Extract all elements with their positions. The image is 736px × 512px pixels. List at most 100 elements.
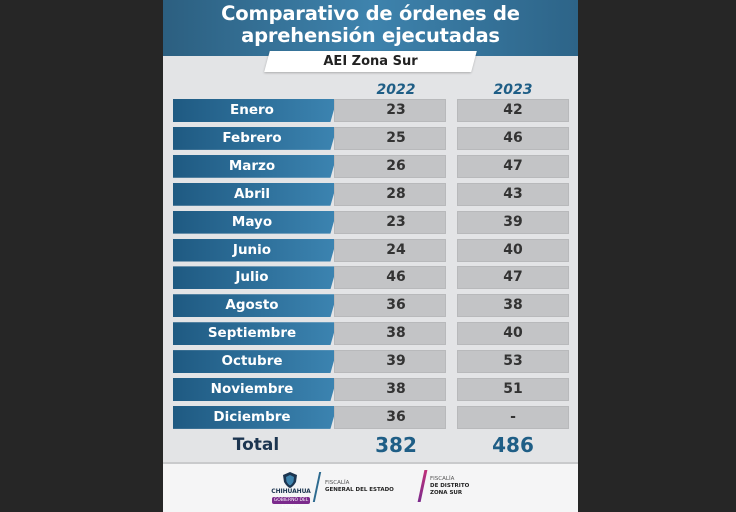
month-cell bbox=[173, 294, 337, 318]
value-cell-2023 bbox=[457, 294, 569, 318]
value-cell-2022 bbox=[334, 350, 446, 374]
value-2022: 39 bbox=[386, 353, 406, 370]
total-2023: 486 bbox=[492, 433, 534, 457]
value-2023: 40 bbox=[503, 241, 523, 258]
value-cell-2022 bbox=[334, 405, 446, 429]
month-cell bbox=[173, 210, 337, 234]
state-shield-icon bbox=[283, 472, 297, 488]
month-label: Septiembre bbox=[207, 325, 297, 342]
table-row: Enero 23 42 bbox=[163, 99, 578, 122]
month-cell bbox=[173, 405, 337, 429]
value-2022: 46 bbox=[386, 269, 406, 286]
chart-title: Comparativo de órdenes de aprehensión ej… bbox=[163, 3, 578, 47]
value-2023: 46 bbox=[503, 129, 523, 146]
value-2023: 53 bbox=[503, 353, 523, 370]
value-2022: 24 bbox=[386, 241, 406, 258]
footer-accent-divider bbox=[417, 470, 428, 502]
table-row: Marzo 26 47 bbox=[163, 154, 578, 178]
agency2-line1: FISCALÍA bbox=[430, 476, 455, 482]
value-2023: 40 bbox=[503, 325, 523, 342]
month-cell bbox=[173, 322, 337, 346]
month-label: Enero bbox=[230, 102, 274, 118]
table-row: Septiembre 38 40 bbox=[163, 322, 578, 346]
value-2022: 28 bbox=[386, 185, 406, 202]
value-cell-2023 bbox=[457, 238, 569, 262]
table-row: Agosto 36 38 bbox=[163, 294, 578, 318]
month-label: Febrero bbox=[222, 129, 282, 146]
total-label: Total bbox=[232, 435, 280, 455]
month-label: Mayo bbox=[231, 213, 273, 230]
title-line-2: aprehensión ejecutadas bbox=[241, 24, 500, 47]
header-banner: Comparativo de órdenes de aprehensión ej… bbox=[163, 0, 578, 56]
value-cell-2023 bbox=[457, 378, 569, 401]
value-cell-2022 bbox=[334, 378, 446, 401]
value-cell-2022 bbox=[334, 99, 446, 122]
logo-wordmark: CHIHUAHUA bbox=[271, 488, 311, 495]
agency1-line2: GENERAL DEL ESTADO bbox=[325, 487, 394, 493]
month-cell bbox=[173, 238, 337, 262]
value-2022: 26 bbox=[386, 157, 406, 174]
value-cell-2022 bbox=[334, 154, 446, 178]
value-cell-2023 bbox=[457, 126, 569, 150]
value-2022: 25 bbox=[386, 129, 406, 146]
value-cell-2023 bbox=[457, 322, 569, 346]
month-cell bbox=[173, 266, 337, 290]
month-label: Diciembre bbox=[213, 408, 291, 425]
column-header-2023: 2023 bbox=[493, 82, 533, 98]
value-2023: 39 bbox=[503, 213, 523, 230]
value-cell-2023 bbox=[457, 182, 569, 206]
value-cell-2022 bbox=[334, 322, 446, 346]
value-cell-2023 bbox=[457, 154, 569, 178]
month-cell bbox=[173, 154, 337, 178]
value-cell-2023 bbox=[457, 99, 569, 122]
table-row: Noviembre 38 51 bbox=[163, 378, 578, 401]
value-2023: 43 bbox=[503, 185, 523, 202]
agency2-line3: ZONA SUR bbox=[430, 490, 463, 496]
value-cell-2022 bbox=[334, 266, 446, 290]
value-cell-2022 bbox=[334, 182, 446, 206]
table-row: Abril 28 43 bbox=[163, 182, 578, 206]
value-cell-2023 bbox=[457, 210, 569, 234]
total-row: Total 382 486 bbox=[163, 430, 578, 460]
value-2022: 36 bbox=[386, 297, 406, 314]
month-label: Marzo bbox=[228, 157, 276, 174]
value-cell-2022 bbox=[334, 294, 446, 318]
value-2022: 36 bbox=[386, 408, 406, 425]
month-label: Octubre bbox=[221, 353, 283, 370]
agency1-line1: FISCALÍA bbox=[325, 480, 350, 486]
month-label: Agosto bbox=[225, 297, 279, 314]
agency2-line2: DE DISTRITO bbox=[430, 483, 470, 489]
value-cell-2023 bbox=[457, 350, 569, 374]
value-2023: 38 bbox=[503, 297, 523, 314]
month-cell bbox=[173, 350, 337, 374]
value-cell-2022 bbox=[334, 238, 446, 262]
value-2023: 42 bbox=[503, 102, 523, 118]
value-2023: 51 bbox=[503, 381, 523, 397]
table-row: Febrero 25 46 bbox=[163, 126, 578, 150]
chart-subtitle: AEI Zona Sur bbox=[323, 54, 418, 69]
month-label: Abril bbox=[233, 185, 271, 202]
table-row: Diciembre 36 - bbox=[163, 405, 578, 429]
value-cell-2022 bbox=[334, 210, 446, 234]
table-row: Octubre 39 53 bbox=[163, 350, 578, 374]
month-cell bbox=[173, 126, 337, 150]
value-cell-2023 bbox=[457, 266, 569, 290]
month-cell bbox=[173, 182, 337, 206]
value-2022: 38 bbox=[386, 325, 406, 342]
month-cell bbox=[173, 99, 337, 122]
value-2022: 23 bbox=[386, 213, 406, 230]
infographic-card: Comparativo de órdenes de aprehensión ej… bbox=[163, 0, 578, 512]
value-2022: 23 bbox=[386, 102, 406, 118]
value-2023: 47 bbox=[503, 269, 523, 286]
total-2022: 382 bbox=[375, 433, 417, 457]
month-label: Julio bbox=[235, 269, 269, 286]
logo-tag: GOBIERNO DEL ESTADO bbox=[272, 497, 310, 510]
column-header-2022: 2022 bbox=[376, 82, 416, 98]
value-2022: 38 bbox=[386, 381, 406, 397]
month-label: Noviembre bbox=[210, 381, 294, 397]
month-cell bbox=[173, 378, 337, 401]
table-row: Julio 46 47 bbox=[163, 266, 578, 290]
value-cell-2023 bbox=[457, 405, 569, 429]
table-row: Junio 24 40 bbox=[163, 238, 578, 262]
title-line-1: Comparativo de órdenes de bbox=[221, 2, 520, 25]
